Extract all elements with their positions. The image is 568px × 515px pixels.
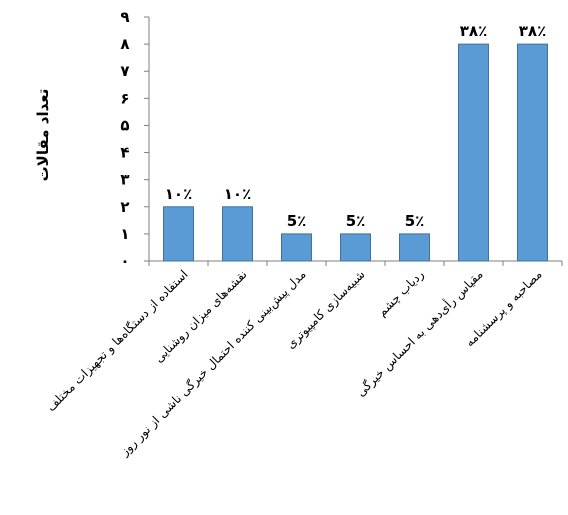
y-tick-label: ۶ [120,89,129,107]
data-label: 5٪ [346,212,366,230]
chart-axes [144,16,563,266]
data-label: 5٪ [405,212,425,230]
y-tick-label: ٠ [120,252,129,270]
category-label: ردیاب چشم [375,267,428,320]
y-axis-label: تعداد مقالات [34,89,52,182]
data-label: 5٪ [287,212,307,230]
data-label: ١٠٪ [165,185,192,203]
y-tick-labels: ٠ ١ ٢ ٣ ۴ ۵ ۶ ٧ ٨ ٩ [120,8,129,270]
bar [222,206,253,262]
bar [517,43,548,262]
bar [281,233,312,262]
y-tick-label: ۴ [120,144,129,162]
data-label: ٣٨٪ [519,22,546,40]
category-labels: استفاده از دستگاه‌ها و تجهیزات مختلفنقشه… [44,267,546,460]
bar [163,206,194,262]
y-tick-label: ١ [120,225,129,243]
bars [163,43,548,262]
data-label: ٣٨٪ [460,22,487,40]
data-labels: ١٠٪ ١٠٪ 5٪ 5٪ 5٪ ٣٨٪ ٣٨٪ [165,22,546,230]
category-label: مقیاس رأی‌دهی به احساس خیرگی [353,267,486,400]
y-tick-label: ٧ [120,62,129,80]
y-tick-label: ٢ [120,198,129,216]
bar [458,43,489,262]
y-tick-label: ۵ [120,116,129,134]
bar [399,233,430,262]
y-tick-label: ٣ [120,171,129,189]
bar [340,233,371,262]
y-tick-label: ٨ [120,35,129,53]
data-label: ١٠٪ [224,185,251,203]
y-tick-label: ٩ [120,8,129,26]
